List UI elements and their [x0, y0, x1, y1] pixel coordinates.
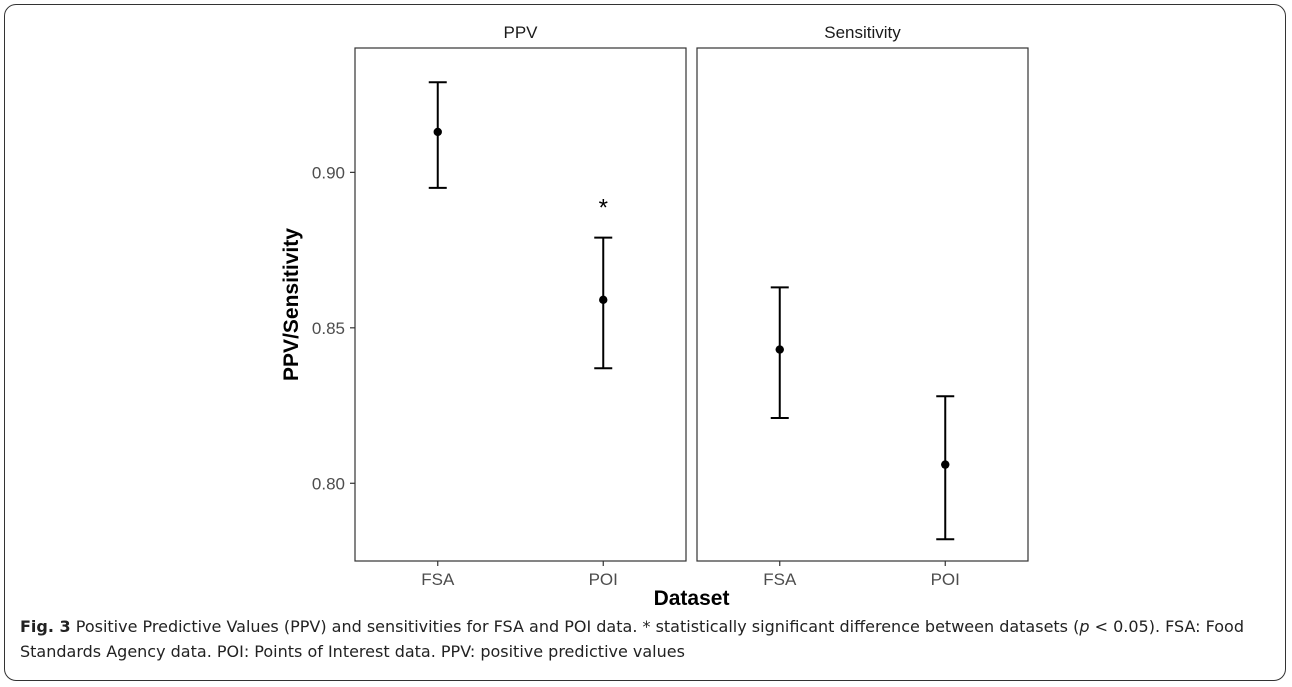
facet-panel-border: [696, 47, 1029, 562]
caption-p-symbol: p: [1079, 617, 1090, 636]
y-axis-title: PPV/Sensitivity: [280, 228, 303, 381]
significance-annotation: *: [599, 195, 608, 222]
data-point: [775, 345, 784, 354]
facet-panels: 0.80 0.85 0.90 PPV FSA POI * Sensitivity FSA POI: [312, 23, 1029, 589]
figure-frame: [4, 4, 1286, 681]
y-tick-label: 0.80: [312, 474, 345, 493]
y-tick-label: 0.90: [312, 163, 345, 182]
x-axis-title-group: Dataset: [654, 587, 730, 610]
caption-text-after-p: < 0.05). FSA: Food Standards Agency data…: [20, 617, 1244, 661]
data-point: [941, 460, 950, 469]
figure-caption: Fig. 3 Positive Predictive Values (PPV) …: [20, 614, 1270, 664]
facet-title: PPV: [503, 23, 538, 42]
facet-panel-border: [354, 47, 687, 562]
y-tick-label: 0.85: [312, 319, 345, 338]
x-axis-title: Dataset: [654, 587, 730, 610]
x-tick-label: FSA: [421, 570, 455, 589]
x-tick-label: FSA: [763, 570, 797, 589]
x-tick-label: POI: [589, 570, 618, 589]
data-point: [433, 127, 442, 137]
faceted-chart: PPV/Sensitivity 0.80 0.85 0.90 PPV FSA POI * Se…: [280, 23, 1029, 610]
caption-figure-label: Fig. 3: [20, 617, 71, 636]
caption-text-before-p: Positive Predictive Values (PPV) and sen…: [75, 617, 1080, 636]
y-axis-title-group: PPV/Sensitivity: [280, 228, 303, 381]
x-tick-label: POI: [931, 570, 960, 589]
facet-title: Sensitivity: [824, 23, 901, 42]
data-point: [599, 295, 608, 305]
